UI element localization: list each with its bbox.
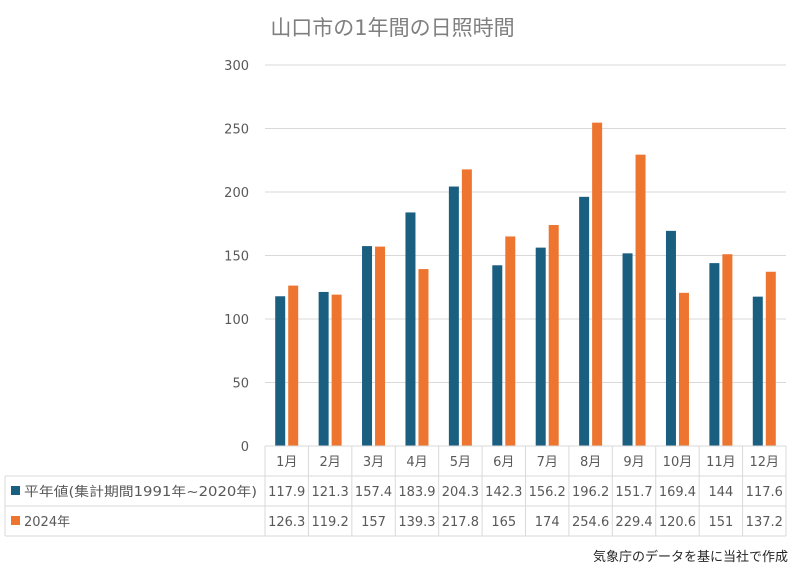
data-value-label: 121.3 — [312, 485, 349, 500]
data-value-label: 156.2 — [529, 485, 566, 500]
bar-series-2 — [375, 246, 386, 446]
bar-series-1 — [362, 246, 373, 446]
data-value-label: 117.9 — [268, 485, 305, 500]
data-value-label: 229.4 — [615, 515, 652, 530]
data-value-label: 151 — [708, 515, 733, 530]
x-tick-label: 3月 — [363, 455, 384, 470]
bar-series-2 — [331, 294, 342, 446]
data-value-label: 217.8 — [442, 515, 479, 530]
y-tick-label: 250 — [224, 123, 249, 138]
bar-series-1 — [405, 212, 416, 446]
source-note: 気象庁のデータを基に当社で作成 — [592, 550, 788, 565]
data-value-label: 117.6 — [746, 485, 783, 500]
x-tick-label: 7月 — [537, 455, 558, 470]
bar-series-1 — [709, 263, 720, 446]
bar-series-2 — [635, 154, 646, 447]
bar-series-1 — [535, 247, 546, 446]
bar-series-2 — [461, 169, 472, 447]
x-tick-label: 6月 — [493, 455, 514, 470]
y-tick-label: 0 — [241, 440, 249, 455]
x-tick-label: 1月 — [276, 455, 297, 470]
legend-label-series-2: 2024年 — [24, 515, 70, 530]
data-value-label: 120.6 — [659, 515, 696, 530]
x-tick-label: 11月 — [706, 455, 736, 470]
y-tick-label: 50 — [232, 377, 249, 392]
y-tick-label: 200 — [224, 186, 249, 201]
bar-series-1 — [492, 265, 503, 446]
bar-series-1 — [579, 196, 590, 446]
bar-series-1 — [448, 186, 459, 446]
data-value-label: 126.3 — [268, 515, 305, 530]
data-value-label: 157.4 — [355, 485, 392, 500]
data-value-label: 183.9 — [398, 485, 435, 500]
data-value-label: 254.6 — [572, 515, 609, 530]
bar-series-2 — [505, 236, 516, 446]
data-value-label: 169.4 — [659, 485, 696, 500]
y-tick-label: 300 — [224, 59, 249, 74]
bar-series-2 — [418, 269, 429, 446]
bar-series-2 — [722, 254, 733, 446]
x-tick-label: 10月 — [663, 455, 693, 470]
data-value-label: 157 — [361, 515, 386, 530]
data-value-label: 196.2 — [572, 485, 609, 500]
data-value-label: 204.3 — [442, 485, 479, 500]
y-tick-label: 150 — [224, 250, 249, 265]
x-tick-label: 8月 — [580, 455, 601, 470]
chart-title: 山口市の1年間の日照時間 — [270, 16, 515, 40]
bar-series-2 — [288, 285, 299, 446]
y-tick-label: 100 — [224, 313, 249, 328]
data-value-label: 174 — [535, 515, 560, 530]
bar-series-1 — [318, 291, 329, 446]
x-tick-label: 9月 — [623, 455, 644, 470]
bar-series-2 — [592, 122, 603, 447]
x-tick-label: 12月 — [750, 455, 780, 470]
data-value-label: 139.3 — [398, 515, 435, 530]
bar-series-2 — [678, 292, 689, 446]
legend-key-series-1 — [11, 486, 20, 495]
x-tick-label: 2月 — [319, 455, 340, 470]
legend-key-series-2 — [11, 516, 20, 525]
bar-series-1 — [752, 296, 763, 446]
x-tick-label: 4月 — [406, 455, 427, 470]
data-value-label: 137.2 — [746, 515, 783, 530]
data-value-label: 119.2 — [312, 515, 349, 530]
bar-series-1 — [665, 230, 676, 446]
bar-series-1 — [275, 296, 286, 446]
data-value-label: 144 — [708, 485, 733, 500]
legend-label-series-1: 平年値(集計期間1991年~2020年) — [24, 484, 257, 500]
data-value-label: 142.3 — [485, 485, 522, 500]
bar-series-1 — [622, 253, 633, 446]
data-value-label: 151.7 — [615, 485, 652, 500]
data-value-label: 165 — [491, 515, 516, 530]
x-tick-label: 5月 — [450, 455, 471, 470]
bar-series-2 — [765, 271, 776, 446]
bar-series-2 — [548, 225, 559, 446]
